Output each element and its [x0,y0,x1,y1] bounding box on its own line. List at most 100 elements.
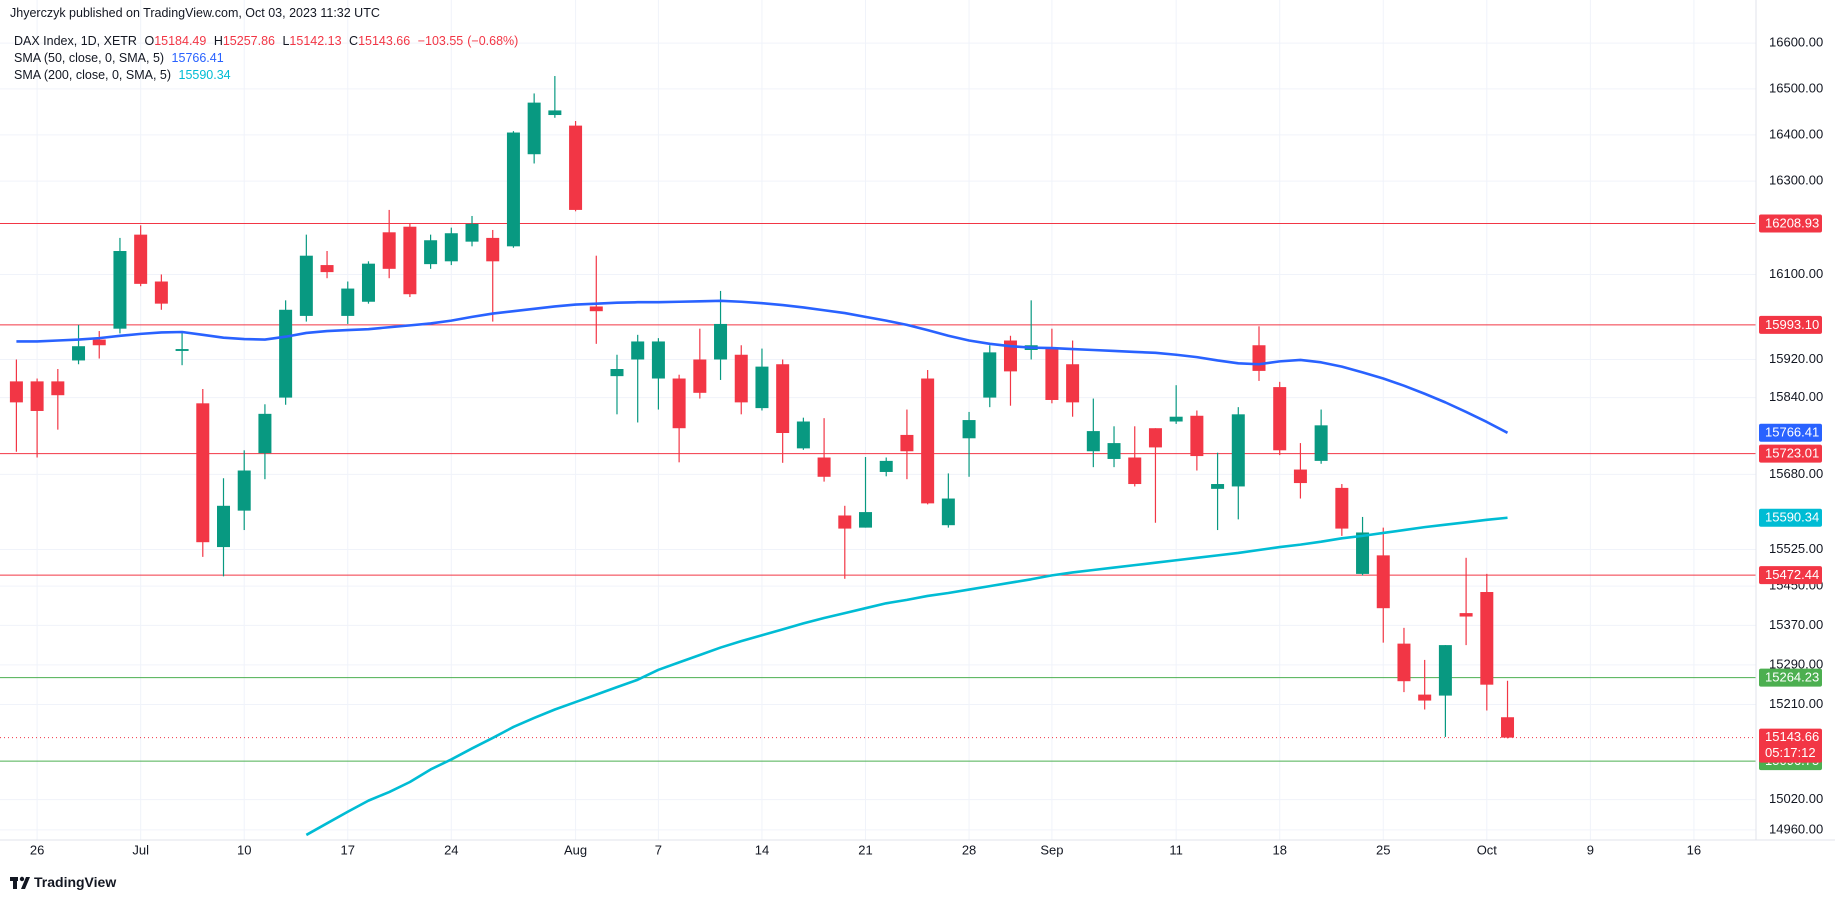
price-label-box [1759,315,1822,334]
candle-body [1107,443,1121,459]
x-tick-label: 26 [30,842,44,857]
x-tick-label: 16 [1687,842,1701,857]
candle-body [610,368,624,377]
candle-body [651,341,665,379]
price-label-box [1759,566,1822,585]
y-tick-label: 15680.00 [1769,466,1823,481]
candle-body [1418,694,1432,701]
x-tick-label: 11 [1169,842,1183,857]
prefix: O [144,34,155,48]
x-tick-label: 14 [755,842,769,857]
low-value: 15142.13 [289,34,342,48]
candle-body [1273,387,1287,451]
brand: TradingView [34,874,117,890]
price-label-box [1759,423,1822,442]
candle-body [30,381,44,411]
candle-body [941,498,955,526]
x-tick-label: 24 [444,842,458,857]
candle-body [72,346,86,361]
candle-body [1128,457,1142,485]
price-label: 15766.41 [1765,425,1819,440]
candle-body [776,364,790,434]
candle-body [589,306,603,312]
candle-body [1066,364,1080,403]
candle-body [1459,613,1473,617]
candle-body [1231,414,1245,487]
sma-line [305,516,1508,837]
x-tick-label: Jul [132,842,149,857]
candle-body [444,233,458,262]
candle-body [900,434,914,452]
y-tick-label: 16400.00 [1769,126,1823,141]
candle-body [279,309,293,398]
x-tick-label: 25 [1376,842,1390,857]
x-tick-label: 18 [1272,842,1286,857]
candle-body [1501,717,1515,738]
candle-body [859,512,873,528]
y-tick-label: 16500.00 [1769,80,1823,95]
x-tick-label: Oct [1477,842,1498,857]
candle-body [1314,425,1328,461]
legend-value: 15590.34 [178,68,231,82]
candle-body [879,460,893,472]
candle-body [1293,469,1307,484]
sma-line [16,299,1509,434]
candle-body [734,354,748,403]
symbol: DAX Index, 1D, XETR [14,34,137,48]
candle-body [424,240,438,265]
candle-body [817,457,831,477]
candle-body [672,378,686,429]
candle-body [983,352,997,398]
price-label-box [1759,668,1822,687]
candle-body [796,421,810,449]
legend-value: 15766.41 [171,51,224,65]
candle-body [631,341,645,360]
y-tick-label: 14960.00 [1769,821,1823,836]
candle-body [1356,532,1370,574]
candle-body [1480,592,1494,685]
x-tick-label: 7 [655,842,662,857]
candle-body [1045,348,1059,400]
candle-body [962,420,976,439]
candle-body [217,505,230,548]
logo-part [13,877,17,889]
candle-body [403,226,417,295]
sma-legend: SMA (200, close, 0, SMA, 5) 15590.34 [14,68,235,82]
price-label: 15472.44 [1765,567,1819,582]
candle-body [569,125,583,210]
candle-body [1211,484,1225,489]
y-tick-label: 16300.00 [1769,173,1823,188]
price-label-box [1759,508,1822,527]
publisher: Jhyerczyk published on TradingView.com, … [10,6,380,20]
candle-body [1003,340,1017,372]
close-value: 15143.66 [358,34,411,48]
candle-body [1376,555,1390,609]
price-label: 15993.10 [1765,317,1819,332]
candle-body [299,255,313,316]
candle-body [154,281,168,304]
ohlc-item: H15257.86 [214,34,275,48]
high-value: 15257.86 [222,34,275,48]
y-tick-label: 16600.00 [1769,35,1823,50]
ohlc-item: C15143.66 [349,34,410,48]
x-tick-label: 21 [858,842,872,857]
x-tick-label: 10 [237,842,251,857]
logo-part [21,877,30,889]
legend-name: SMA (50, close, 0, SMA, 5) [14,51,165,65]
x-tick-label: 17 [341,842,355,857]
candle-body [382,232,396,269]
x-tick-label: 9 [1587,842,1594,857]
candle-body [113,251,127,329]
candle-body [1397,643,1411,682]
y-tick-label: 15525.00 [1769,541,1823,556]
candle-body [175,349,189,351]
price-label: 15723.01 [1765,446,1819,461]
candle-body [486,237,500,262]
candle-body [714,323,728,360]
marks [9,76,1515,837]
candle-body [196,403,210,543]
candle-body [1252,345,1266,371]
logo-part [19,876,25,882]
candle-body [237,470,251,511]
logo [10,876,30,889]
